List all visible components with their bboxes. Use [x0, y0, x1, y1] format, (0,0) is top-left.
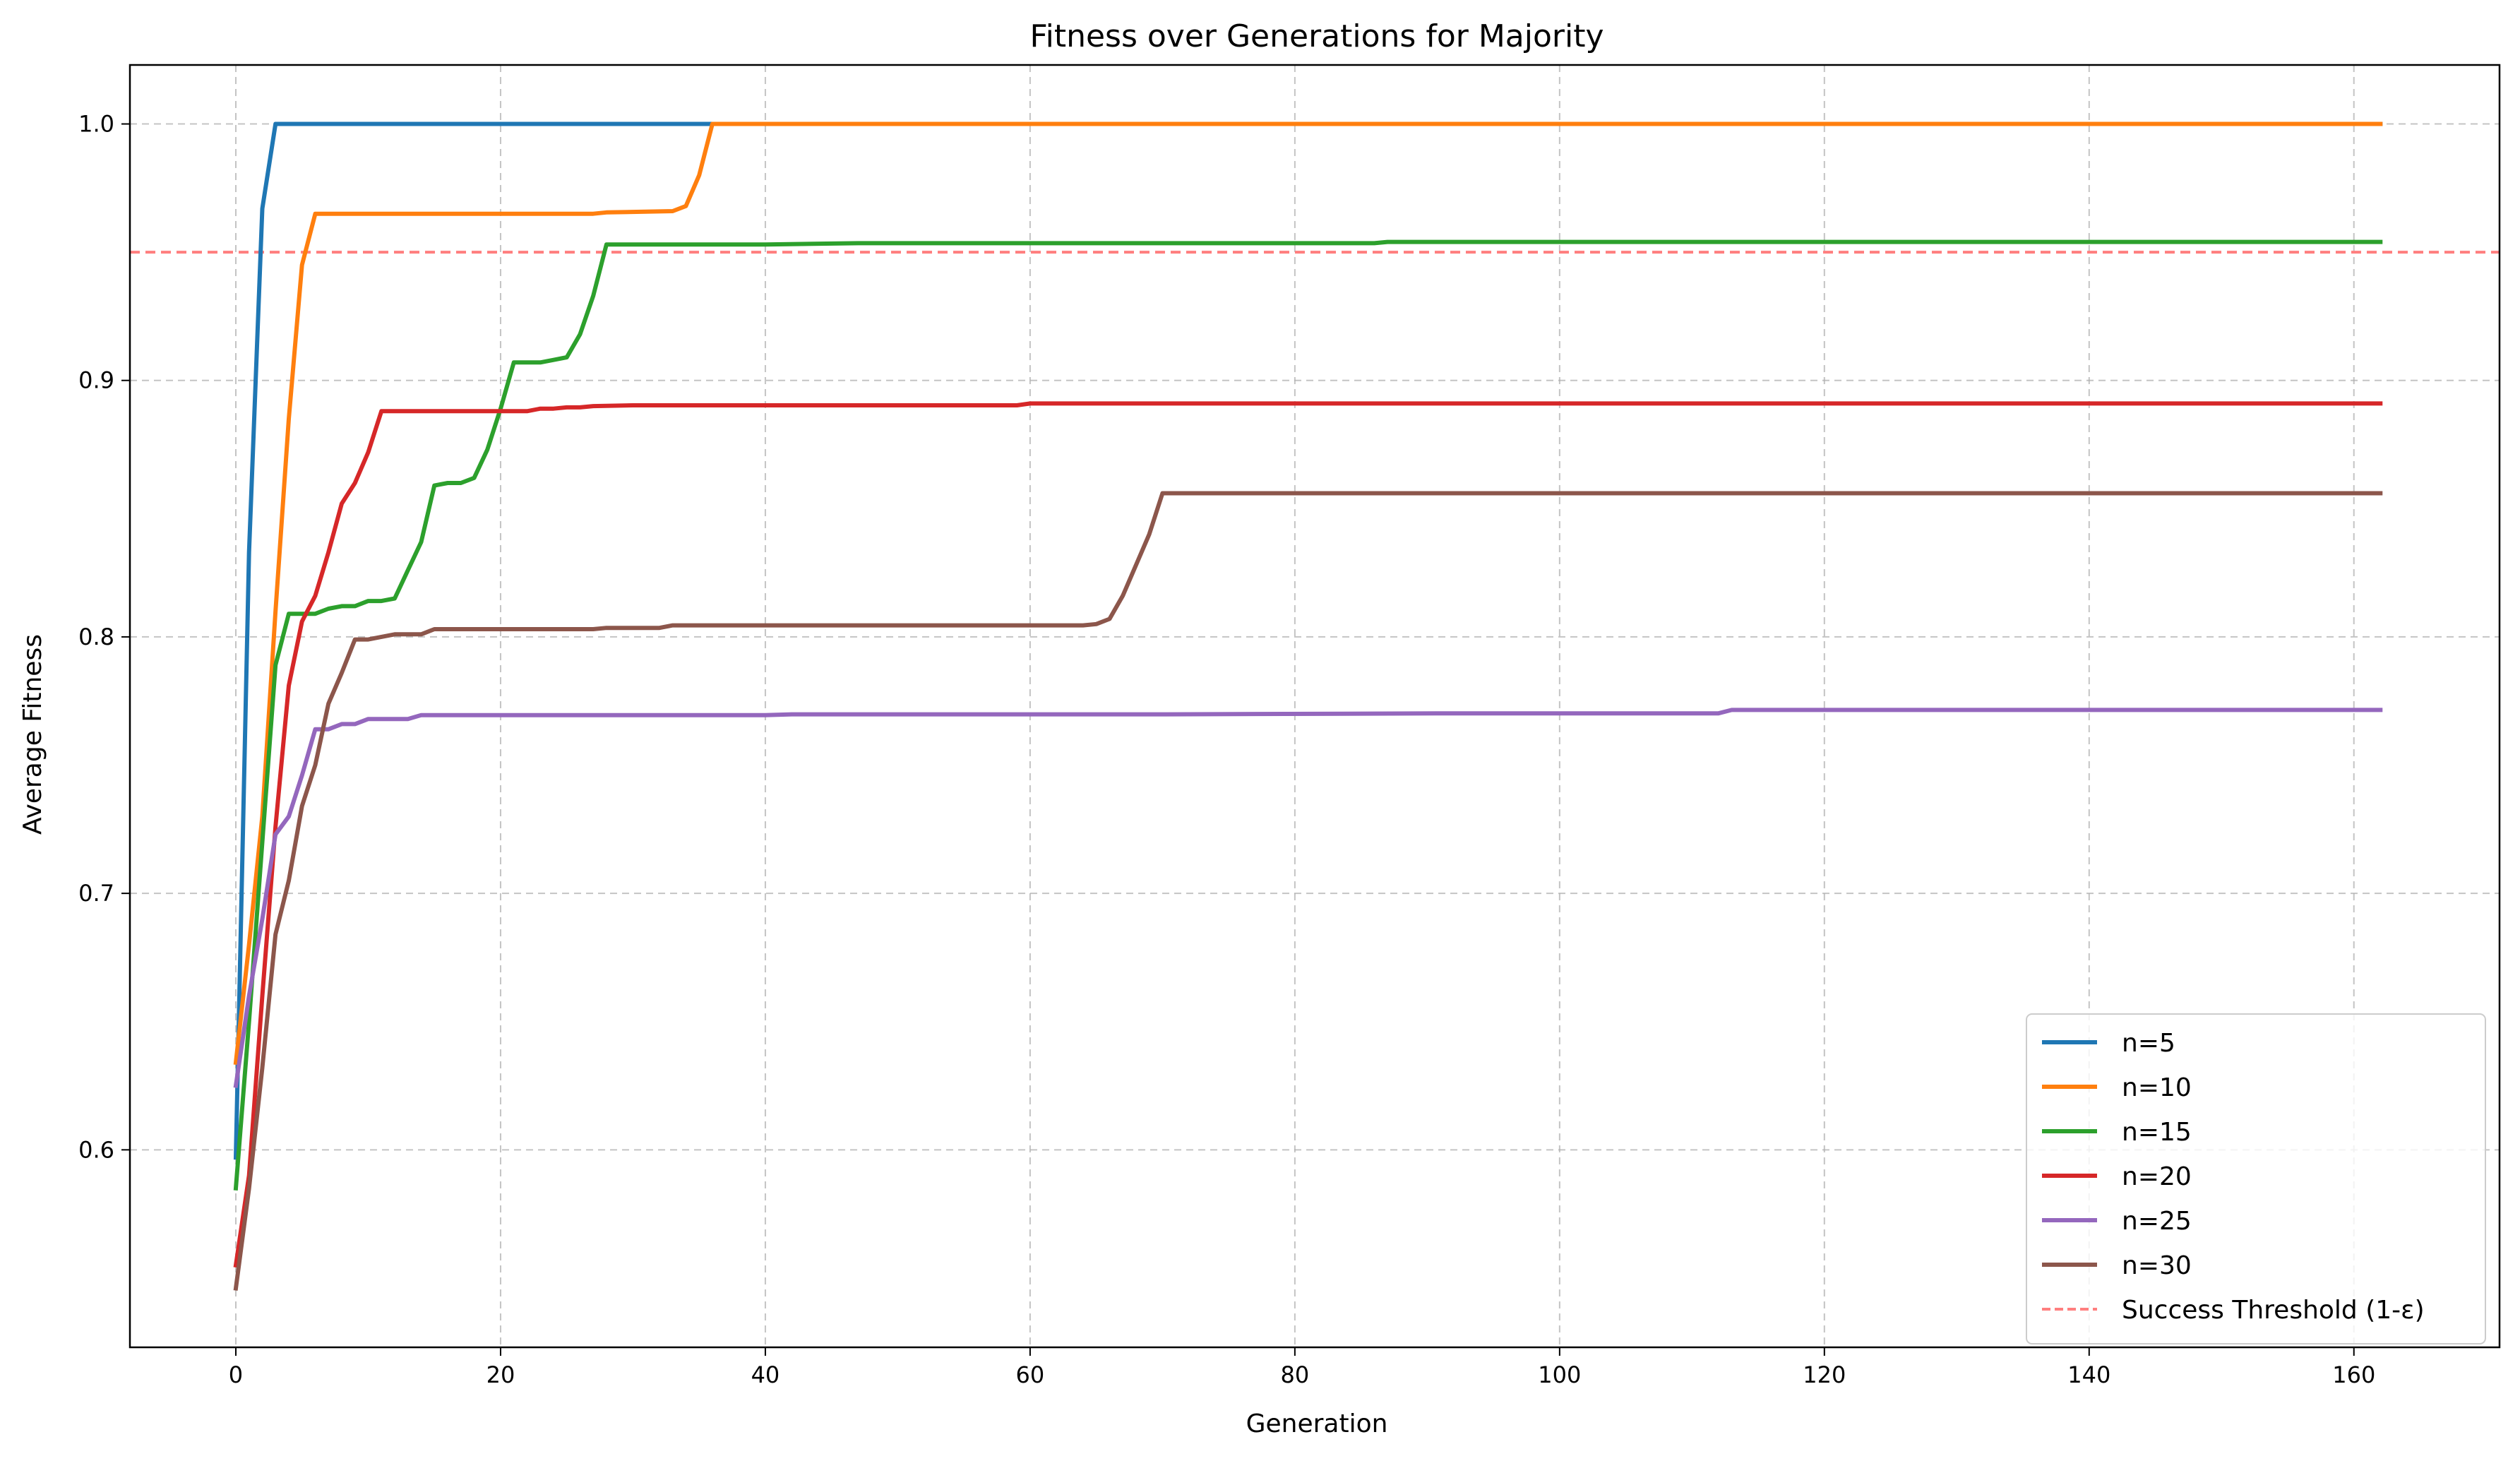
- series-line-n10: [233, 121, 2383, 1066]
- series-line-n20: [233, 401, 2383, 1268]
- series-lines: [233, 121, 2383, 1291]
- legend-label: n=30: [2122, 1251, 2192, 1280]
- legend-label: n=20: [2122, 1162, 2192, 1191]
- legend-label: n=10: [2122, 1073, 2192, 1102]
- x-tick-label: 60: [1016, 1361, 1045, 1388]
- legend-label: n=5: [2122, 1029, 2175, 1058]
- y-tick-label: 0.7: [78, 880, 114, 907]
- chart-title: Fitness over Generations for Majority: [1029, 18, 1604, 54]
- x-tick-label: 140: [2067, 1361, 2110, 1388]
- series-line-n15: [233, 239, 2383, 1191]
- y-axis-label: Average Fitness: [18, 634, 47, 835]
- x-tick-label: 120: [1803, 1361, 1846, 1388]
- legend: n=5 n=10 n=15 n=20 n=25 n=30 Success Threshold…: [2026, 1013, 2486, 1344]
- legend-label: n=25: [2122, 1207, 2192, 1236]
- x-tick-label: 40: [751, 1361, 780, 1388]
- x-tick-label: 80: [1281, 1361, 1310, 1388]
- legend-label: Success Threshold (1-ε): [2122, 1296, 2425, 1325]
- y-tick-label: 1.0: [78, 111, 114, 138]
- legend-label: n=15: [2122, 1118, 2192, 1147]
- x-tick-label: 160: [2332, 1361, 2375, 1388]
- y-tick-label: 0.8: [78, 624, 114, 650]
- x-axis-label: Generation: [1246, 1409, 1388, 1438]
- series-line-n30: [233, 491, 2383, 1291]
- series-line-n25: [233, 708, 2383, 1088]
- x-tick-label: 20: [486, 1361, 515, 1388]
- x-tick-label: 0: [229, 1361, 243, 1388]
- x-axis-ticks: 0 20 40 60 80 100 120 140 160: [229, 1347, 2375, 1388]
- axes-frame: [129, 64, 2501, 1349]
- legend-box: [2026, 1013, 2486, 1344]
- x-tick-label: 100: [1538, 1361, 1581, 1388]
- y-axis-ticks: 0.6 0.7 0.8 0.9 1.0: [78, 111, 130, 1163]
- y-tick-label: 0.9: [78, 367, 114, 394]
- y-tick-label: 0.6: [78, 1136, 114, 1163]
